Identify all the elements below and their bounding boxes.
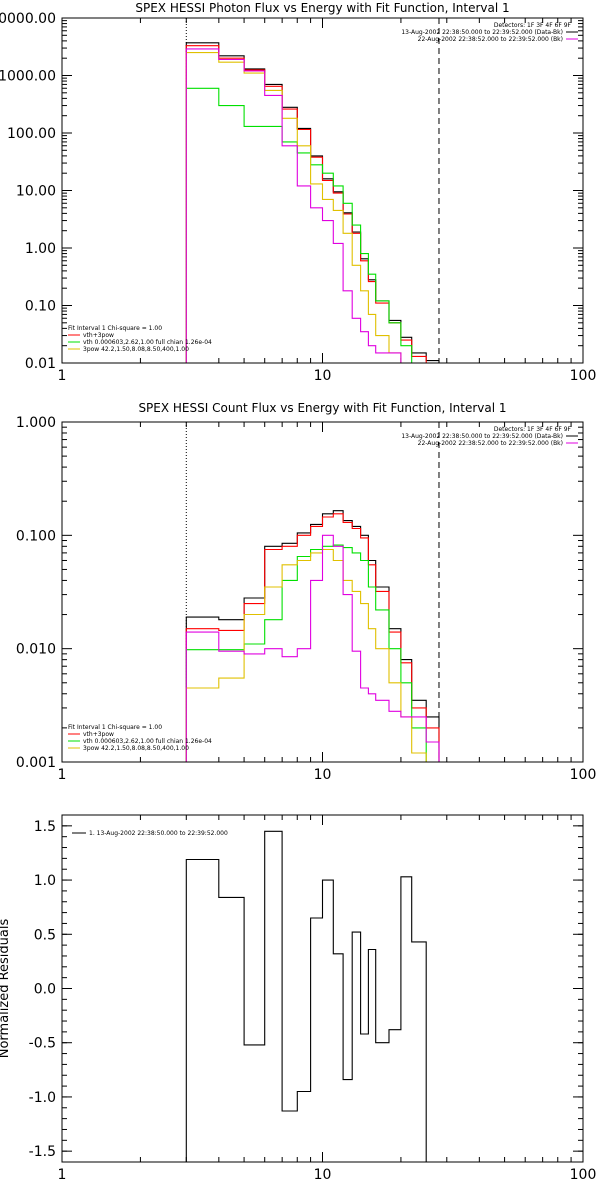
y-tick-label: 0000.00 [0, 11, 56, 27]
series-line-5 [185, 48, 402, 363]
x-tick-label: 100 [570, 368, 597, 384]
series-line-2 [185, 45, 427, 363]
series-line-1 [185, 42, 440, 363]
legend-label-4: 3pow 42.2,1.50,8.08,8.50,400,1.00 [83, 745, 189, 752]
info-line: 22-Aug-2002 22:38:52.000 to 22:39:52.000… [418, 36, 563, 43]
x-tick-label: 100 [570, 1167, 597, 1183]
y-tick-label: 1000.00 [0, 69, 56, 85]
y-tick-label: -1.0 [29, 1090, 56, 1106]
info-line: 22-Aug-2002 22:38:52.000 to 22:39:52.000… [418, 440, 563, 447]
series-group [185, 510, 440, 762]
series-line-1 [185, 830, 427, 1162]
series-line-5 [185, 534, 440, 762]
y-axis-label: Normalized Residuals [0, 919, 12, 1059]
y-tick-label: 0.100 [16, 528, 56, 544]
legend-label-2: vth+3pow [83, 731, 114, 738]
info-line: 13-Aug-2002 22:38:50.000 to 22:39:52.000… [401, 29, 563, 36]
plot-frame [61, 17, 584, 364]
series-line-3 [185, 87, 427, 363]
y-tick-label: 0.010 [16, 642, 56, 658]
info-line: Detectors: 1F 3F 4F 6F 9F [494, 426, 572, 433]
y-tick-label: 0.01 [25, 356, 56, 372]
legend-label-3: vth 0.000603,2.62,1.00 full chian 1.26e-… [83, 339, 212, 346]
panel-1: SPEX HESSI Photon Flux vs Energy with Fi… [0, 1, 597, 384]
legend-label-1: 1. 13-Aug-2002 22:38:50.000 to 22:39:52.… [89, 830, 228, 837]
x-tick-label: 100 [570, 767, 597, 783]
panel-2: SPEX HESSI Count Flux vs Energy with Fit… [16, 401, 597, 783]
info-line: 13-Aug-2002 22:38:50.000 to 22:39:52.000… [401, 433, 563, 440]
chart-title: SPEX HESSI Photon Flux vs Energy with Fi… [135, 1, 509, 15]
chart-title: SPEX HESSI Count Flux vs Energy with Fit… [138, 401, 506, 415]
legend-label-4: 3pow 42.2,1.50,8.08,8.50,400,1.00 [83, 346, 189, 353]
y-tick-label: 1.0 [34, 873, 56, 889]
legend-label-3: vth 0.000603,2.62,1.00 full chian 1.26e-… [83, 738, 212, 745]
legend-label-2: vth+3pow [83, 332, 114, 339]
y-tick-label: 10.00 [16, 184, 56, 200]
plot-frame [61, 814, 584, 1163]
x-tick-label: 10 [314, 767, 332, 783]
series-group [185, 42, 440, 363]
x-tick-label: 1 [58, 368, 67, 384]
y-tick-label: 1.000 [16, 415, 56, 431]
y-tick-label: -1.5 [29, 1144, 56, 1160]
fit-legend-header: Fit Interval 1 Chi-square = 1.00 [68, 724, 162, 731]
x-tick-label: 1 [58, 1167, 67, 1183]
plot-frame [61, 421, 584, 763]
y-tick-label: 100.00 [7, 126, 56, 142]
series-group [185, 830, 427, 1162]
y-tick-label: 0.10 [25, 299, 56, 315]
y-tick-label: 0.001 [16, 755, 56, 771]
info-line: Detectors: 1F 3F 4F 6F 9F [494, 22, 572, 29]
y-tick-label: 1.5 [34, 819, 56, 835]
x-tick-label: 1 [58, 767, 67, 783]
fit-legend-header: Fit Interval 1 Chi-square = 1.00 [68, 325, 162, 332]
x-tick-label: 10 [314, 368, 332, 384]
panel-3: Normalized Residuals 1 10 100 -1.5 -1.0 -0.5 0.… [0, 814, 597, 1183]
series-line-3 [185, 544, 440, 762]
y-tick-label: -0.5 [29, 1036, 56, 1052]
x-tick-label: 10 [314, 1167, 332, 1183]
y-tick-label: 0.5 [34, 927, 56, 943]
y-tick-label: 1.00 [25, 241, 56, 257]
y-tick-label: 0.0 [34, 982, 56, 998]
